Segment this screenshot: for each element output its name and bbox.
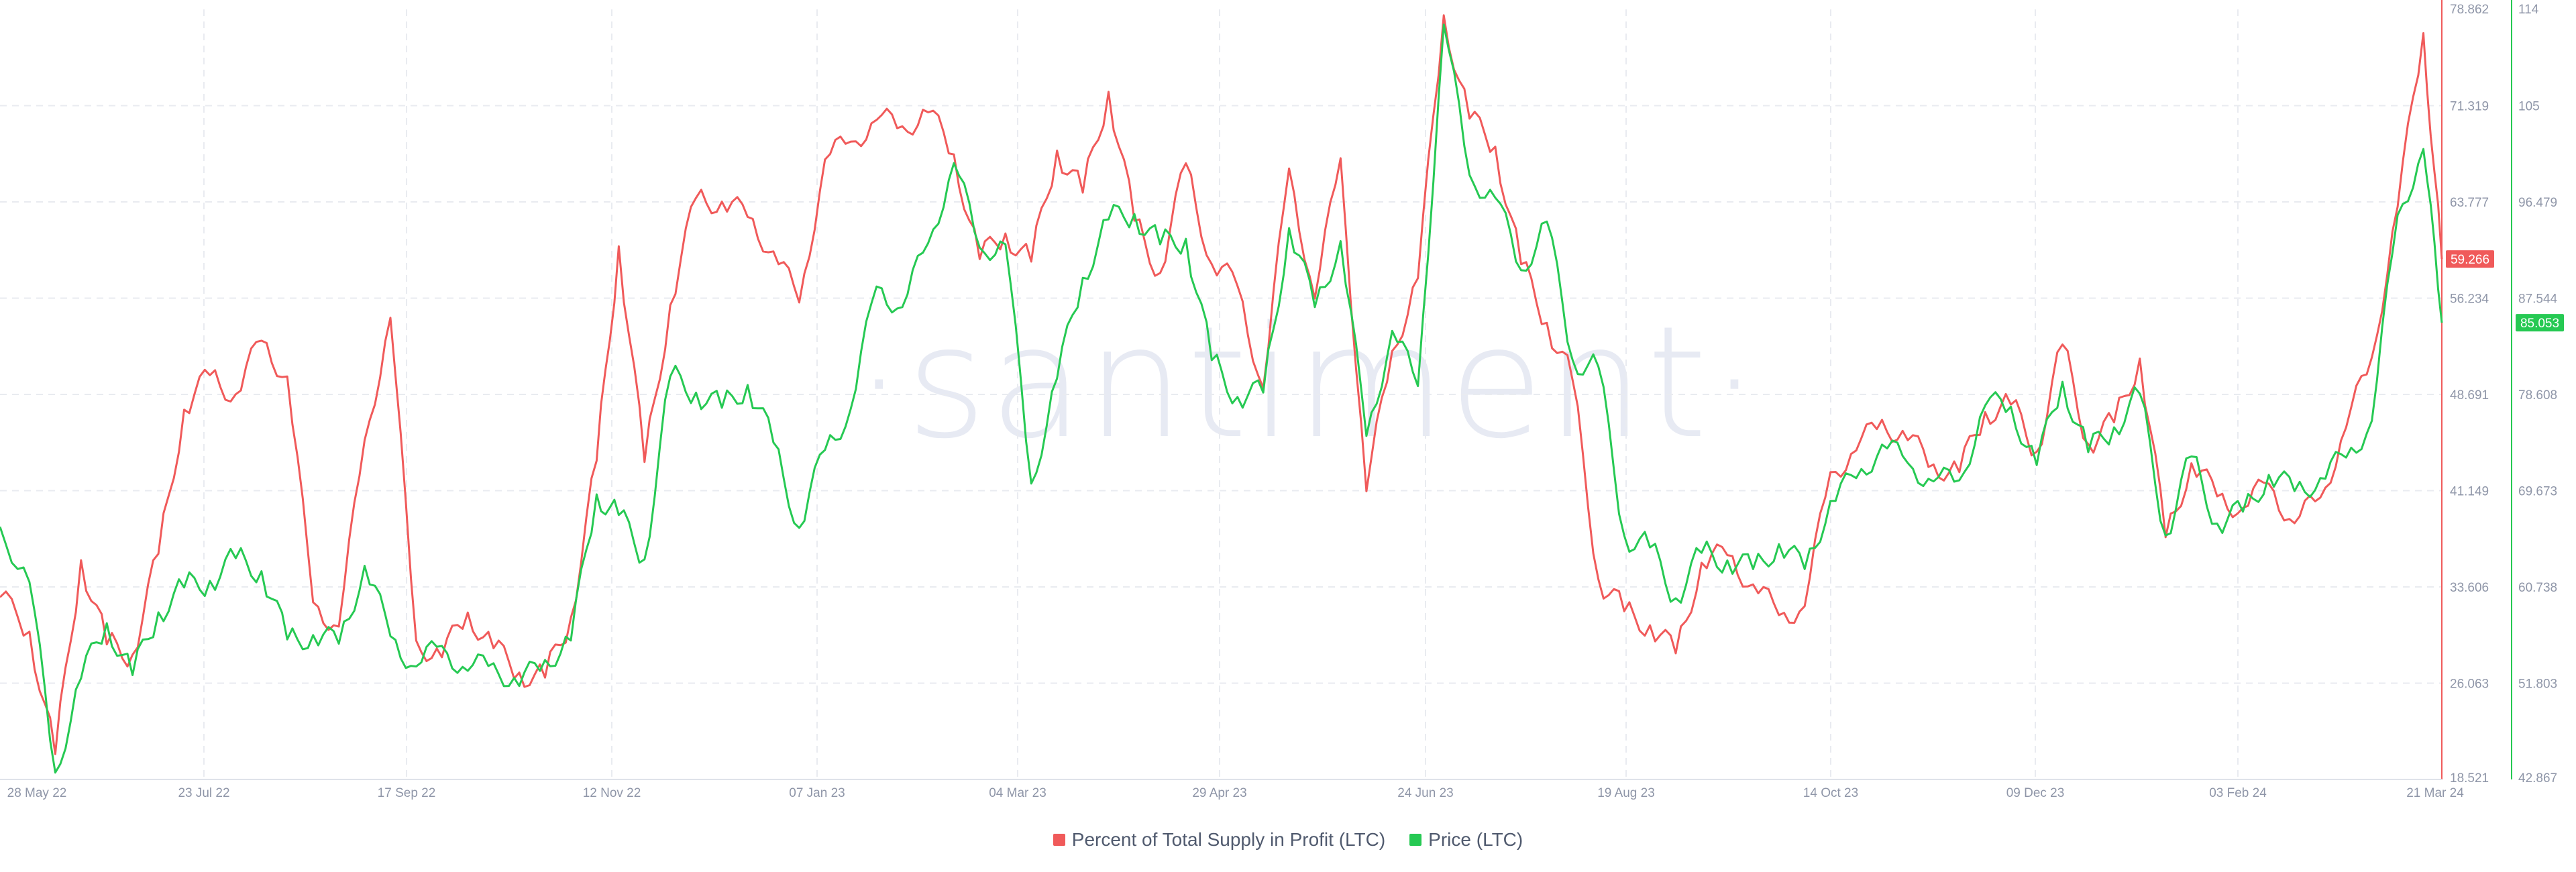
left-axis-tick-label: 63.777 [2450, 196, 2489, 210]
legend-item-supply[interactable]: Percent of Total Supply in Profit (LTC) [1053, 829, 1385, 851]
legend-label-supply: Percent of Total Supply in Profit (LTC) [1071, 829, 1386, 850]
left-axis-tick-label: 26.063 [2450, 677, 2489, 692]
left-axis: 78.862 71.319 63.777 56.234 48.691 41.149 33.6… [2441, 0, 2489, 785]
watermark: ·santiment· [855, 294, 1762, 473]
x-axis-tick-label: 28 May 22 [7, 786, 67, 800]
x-axis-tick-label: 29 Apr 23 [1192, 786, 1246, 800]
x-axis-tick-label: 03 Feb 24 [2209, 786, 2267, 800]
left-axis-tick-label: 41.149 [2450, 485, 2489, 499]
x-axis-tick-label: 12 Nov 22 [583, 786, 641, 800]
right-axis: 114 105 96.479 87.544 78.608 69.673 60.738 51.8… [2511, 0, 2558, 785]
badge-bg [2446, 250, 2494, 268]
left-axis-tick-label: 78.862 [2450, 3, 2489, 17]
x-axis-tick-label: 24 Jun 23 [1397, 786, 1453, 800]
value-badges: 59.266 85.053 [2446, 250, 2564, 332]
left-axis-tick-label: 56.234 [2450, 292, 2489, 307]
right-axis-tick-label: 60.738 [2518, 581, 2557, 595]
x-axis-tick-label: 23 Jul 22 [178, 786, 229, 800]
grid [0, 9, 2442, 779]
legend-item-price[interactable]: Price (LTC) [1409, 829, 1523, 851]
right-axis-tick-label: 78.608 [2518, 388, 2557, 402]
x-axis-tick-label: 19 Aug 23 [1597, 786, 1655, 800]
series-layer [0, 14, 2443, 774]
legend-swatch-supply [1053, 834, 1065, 846]
right-axis-tick-label: 42.867 [2518, 771, 2557, 785]
legend-swatch-price [1409, 834, 1422, 846]
left-axis-tick-label: 48.691 [2450, 388, 2489, 402]
legend-label-price: Price (LTC) [1428, 829, 1523, 850]
x-axis-tick-label: 17 Sep 22 [378, 786, 436, 800]
x-axis: 28 May 22 23 Jul 22 17 Sep 22 12 Nov 22 07 J… [0, 779, 2464, 800]
series-line-price [0, 23, 2443, 774]
x-axis-tick-label: 14 Oct 23 [1803, 786, 1858, 800]
legend: Percent of Total Supply in Profit (LTC) … [0, 826, 2576, 853]
last-value-badge-price: 85.053 [2516, 314, 2564, 332]
badge-bg [2516, 314, 2564, 332]
left-axis-tick-label: 33.606 [2450, 581, 2489, 595]
badge-value: 59.266 [2451, 253, 2489, 267]
right-axis-tick-label: 105 [2518, 100, 2540, 114]
left-axis-tick-label: 71.319 [2450, 100, 2489, 114]
badge-value: 85.053 [2520, 317, 2559, 331]
right-axis-tick-label: 69.673 [2518, 485, 2557, 499]
right-axis-tick-label: 114 [2518, 3, 2539, 17]
x-axis-tick-label: 21 Mar 24 [2406, 786, 2464, 800]
right-axis-tick-label: 87.544 [2518, 292, 2558, 307]
x-axis-tick-label: 07 Jan 23 [789, 786, 845, 800]
last-value-badge-supply: 59.266 [2446, 250, 2494, 268]
x-axis-tick-label: 09 Dec 23 [2006, 786, 2065, 800]
right-axis-tick-label: 51.803 [2518, 677, 2557, 692]
left-axis-tick-label: 18.521 [2450, 771, 2489, 785]
x-axis-tick-label: 04 Mar 23 [989, 786, 1046, 800]
right-axis-tick-label: 96.479 [2518, 196, 2557, 210]
